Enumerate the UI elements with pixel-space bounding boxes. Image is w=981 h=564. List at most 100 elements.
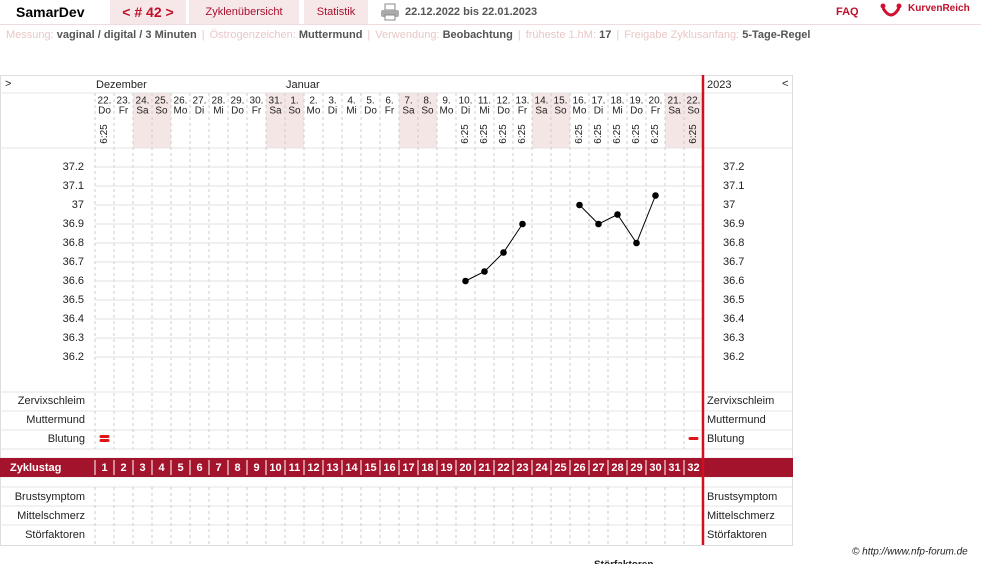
setting-value: Beobachtung <box>442 29 513 41</box>
weekday-label: Fr <box>119 106 129 117</box>
weekday-label: Do <box>630 106 643 117</box>
legend-title: Störfaktoren <box>594 560 653 564</box>
cycle-day: 5 <box>177 462 183 474</box>
setting-label: Freigabe Zyklusanfang: <box>624 29 740 41</box>
cycle-day: 14 <box>345 462 358 474</box>
time-label: 6:25 <box>688 124 699 144</box>
weekend-shade <box>684 93 703 148</box>
cycle-day: 31 <box>668 462 680 474</box>
setting-label: Verwendung: <box>375 29 440 41</box>
weekday-label: Do <box>231 106 244 117</box>
y-tick-label: 36.9 <box>63 218 84 230</box>
setting-label: Östrogenzeichen: <box>209 29 296 41</box>
cycle-nav[interactable]: < # 42 > <box>110 0 186 24</box>
separator: | <box>367 29 371 41</box>
row-label: Blutung <box>48 433 85 445</box>
weekday-label: Sa <box>402 106 415 117</box>
y-tick-label: 36.7 <box>63 256 84 268</box>
row-label: Zervixschleim <box>18 395 85 407</box>
date-label: 27. <box>193 96 207 107</box>
weekday-label: Fr <box>385 106 395 117</box>
cycle-day: 2 <box>120 462 126 474</box>
date-label: 28. <box>212 96 226 107</box>
weekday-label: Mo <box>573 106 587 117</box>
setting-label: Messung: <box>6 29 54 41</box>
faq-link[interactable]: FAQ <box>836 6 859 18</box>
y-tick-label: 36.2 <box>723 351 744 363</box>
cycle-day: 11 <box>289 462 301 474</box>
month-label: Januar <box>286 79 320 91</box>
cycle-day: 3 <box>139 462 145 474</box>
weekday-label: Sa <box>136 106 149 117</box>
date-label: 15. <box>554 96 568 107</box>
date-label: 18. <box>611 96 625 107</box>
cycle-day: 21 <box>478 462 490 474</box>
cycle-day: 16 <box>383 462 395 474</box>
setting-label: früheste 1.hM: <box>525 29 597 41</box>
cycle-day: 24 <box>535 462 548 474</box>
cycle-day: 18 <box>421 462 433 474</box>
y-tick-label: 36.3 <box>723 332 744 344</box>
cycle-day: 30 <box>649 462 661 474</box>
separator: | <box>517 29 521 41</box>
cycle-day: 7 <box>215 462 221 474</box>
weekend-shade <box>266 93 285 148</box>
time-label: 6:25 <box>574 124 585 144</box>
y-tick-label: 37.1 <box>63 180 84 192</box>
temperature-point <box>481 268 488 275</box>
date-label: 31. <box>269 96 283 107</box>
cycle-day: 25 <box>554 462 566 474</box>
settings-line: Messung: vaginal / digital / 3 Minuten | Ö… <box>6 29 810 41</box>
printer-icon[interactable] <box>380 3 400 27</box>
y-tick-label: 37.2 <box>723 161 744 173</box>
date-label: 2. <box>309 96 317 107</box>
period: 22.12.2022 bis 22.01.2023 <box>405 6 538 18</box>
copyright: © http://www.nfp-forum.de <box>852 547 968 558</box>
header: SamarDev < # 42 > Zyklenübersicht Statis… <box>0 0 981 25</box>
date-label: 12. <box>497 96 511 107</box>
tab[interactable]: Statistik <box>304 0 368 24</box>
cycle-day: 23 <box>516 462 528 474</box>
separator: | <box>616 29 620 41</box>
weekday-label: Fr <box>518 106 528 117</box>
date-label: 11. <box>478 96 491 107</box>
y-tick-label: 36.2 <box>63 351 84 363</box>
row-label: Zervixschleim <box>707 395 774 407</box>
date-label: 16. <box>573 96 587 107</box>
logo-text[interactable]: KurvenReich <box>908 3 970 14</box>
logo-icon[interactable] <box>880 2 902 26</box>
weekend-shade <box>285 93 304 148</box>
weekday-label: Do <box>497 106 510 117</box>
date-label: 30. <box>250 96 264 107</box>
time-label: 6:25 <box>99 124 110 144</box>
time-label: 6:25 <box>650 124 661 144</box>
date-label: 24. <box>136 96 150 107</box>
weekday-label: So <box>288 106 301 117</box>
bleeding-mark <box>688 437 699 440</box>
tab[interactable]: Zyklenübersicht <box>189 0 299 24</box>
cycle-day: 10 <box>269 462 281 474</box>
nav-left[interactable]: > <box>5 78 11 90</box>
weekday-label: Mi <box>346 106 357 117</box>
cycle-day: 28 <box>611 462 623 474</box>
date-label: 10. <box>459 96 473 107</box>
row-label: Mittelschmerz <box>17 510 85 522</box>
date-label: 4. <box>347 96 355 107</box>
weekend-shade <box>532 93 551 148</box>
weekday-label: Di <box>195 106 204 117</box>
nav-right: < <box>782 78 788 90</box>
cycle-day: 32 <box>687 462 699 474</box>
temperature-point <box>652 192 659 199</box>
cycle-day: 8 <box>234 462 240 474</box>
weekend-shade <box>551 93 570 148</box>
date-label: 19. <box>630 96 644 107</box>
cycle-day: 12 <box>307 462 319 474</box>
setting-value: Muttermund <box>298 29 363 41</box>
y-tick-label: 36.6 <box>723 275 744 287</box>
weekday-label: So <box>421 106 434 117</box>
date-label: 3. <box>328 96 336 107</box>
y-tick-label: 36.4 <box>723 313 744 325</box>
time-label: 6:25 <box>612 124 623 144</box>
y-tick-label: 36.6 <box>63 275 84 287</box>
weekend-shade <box>152 93 171 148</box>
